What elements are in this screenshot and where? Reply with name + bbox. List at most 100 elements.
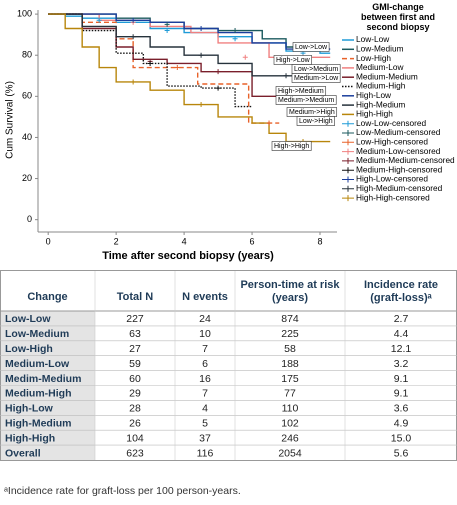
table-cell: 60	[129, 373, 141, 385]
legend-label: Low-Medium-censored	[356, 127, 441, 137]
table-cell: 104	[126, 432, 144, 444]
survival-line	[48, 13, 253, 108]
y-tick-label: 60	[22, 91, 32, 101]
annotation: High->Low	[273, 55, 312, 65]
annotation-text: High->Medium	[278, 88, 324, 95]
legend-swatch	[342, 139, 354, 146]
table-cell: 3.2	[394, 358, 409, 370]
table-cell: 16	[199, 373, 211, 385]
censor-mark	[232, 36, 238, 42]
x-tick-label: 4	[182, 236, 187, 246]
censor-mark	[130, 34, 136, 40]
table-cell: 2054	[278, 447, 302, 459]
table-cell: 623	[126, 447, 144, 459]
table-cell: 29	[129, 388, 141, 400]
table-cell: 12.1	[391, 343, 412, 355]
table-cell: 10	[199, 328, 211, 340]
annotation: High->High	[271, 141, 312, 151]
x-tick-label: 8	[318, 236, 323, 246]
table-row-label: Medim-Medium	[5, 373, 81, 385]
legend-label: Low-Medium	[356, 43, 404, 53]
annotation: Medium->Medium	[275, 95, 337, 105]
annotation: Medium->Low	[291, 73, 341, 83]
table-cell: 27	[129, 343, 141, 355]
table-cell: 2.7	[394, 313, 409, 325]
annotation-text: High->Low	[276, 57, 311, 64]
survival-line	[48, 13, 331, 143]
censor-mark	[198, 26, 204, 31]
table-cell: 7	[202, 343, 208, 355]
table-cell: 37	[199, 432, 211, 444]
table-cell: 26	[129, 418, 141, 430]
table-cell: 59	[129, 358, 141, 370]
table-cell: 15.0	[391, 432, 412, 444]
x-tick-label: 2	[114, 236, 119, 246]
censor-mark	[164, 28, 170, 34]
table-header: Change	[27, 291, 67, 303]
censor-mark	[198, 102, 204, 108]
table-cell: 102	[281, 418, 299, 430]
censor-mark	[198, 52, 204, 58]
annotation-box	[296, 116, 335, 126]
survival-line	[48, 13, 321, 77]
censor-mark	[242, 54, 248, 60]
table-cell: 9.1	[394, 388, 409, 400]
legend-swatch	[342, 130, 354, 136]
legend-label: High-Low	[356, 90, 392, 100]
table-header: Incidence rate (graft-loss)ᵃ	[364, 279, 438, 304]
annotation-box	[271, 141, 312, 151]
y-tick-label: 20	[22, 173, 32, 183]
y-axis-label: Cum Survival (%)	[5, 81, 16, 159]
annotation-box	[291, 73, 341, 83]
x-tick-label: 6	[250, 236, 255, 246]
annotation-text: Low->High	[299, 118, 333, 125]
legend-label: Medium-High	[356, 81, 406, 91]
annotation-box	[275, 95, 337, 105]
censor-mark	[96, 17, 102, 23]
annotation-text: Low->Medium	[294, 66, 338, 73]
table-cell: 188	[281, 358, 299, 370]
table-cell: 28	[129, 403, 141, 415]
table-cell: 874	[281, 313, 299, 325]
y-tick-label: 40	[22, 132, 32, 142]
table-cell: 5.6	[394, 447, 409, 459]
table-cell: 58	[284, 343, 296, 355]
table-cell: 116	[197, 447, 214, 459]
legend-swatch	[342, 167, 354, 174]
annotation-text: Medium->Medium	[278, 97, 334, 104]
censor-mark	[147, 60, 153, 66]
legend-swatch	[342, 195, 354, 202]
annotation: Medium->High	[286, 107, 338, 117]
table-row-label: Low-High	[5, 343, 53, 355]
table-row-label: High-Low	[5, 403, 54, 415]
censor-mark	[215, 69, 221, 75]
table-cell: 63	[129, 328, 141, 340]
annotation: Low->Medium	[291, 64, 341, 74]
annotation-text: Medium->High	[289, 109, 335, 116]
legend-label: High-High-censored	[356, 192, 430, 202]
table-cell: 24	[199, 313, 211, 325]
censor-mark	[283, 73, 289, 79]
legend-swatch	[342, 157, 354, 164]
table-cell: 7	[202, 388, 208, 400]
annotation-text: Medium->Low	[294, 75, 339, 82]
annotation-box	[292, 42, 330, 52]
annotation: Low->High	[296, 116, 335, 126]
legend-label: Low-High	[356, 53, 391, 63]
legend-label: Low-Low-censored	[356, 118, 426, 128]
table-cell: 77	[284, 388, 296, 400]
table-row-label: Low-Medium	[5, 328, 69, 340]
table-header: Person-time at risk (years)	[240, 279, 340, 304]
y-tick-label: 100	[17, 8, 32, 18]
annotation: Low->Low	[292, 42, 330, 52]
table-cell: 175	[281, 373, 299, 385]
annotation: High->Medium	[275, 86, 327, 96]
table-cell: 246	[281, 432, 299, 444]
table-cell: 4.4	[394, 328, 409, 340]
table-cell: 5	[202, 418, 208, 430]
table-cell: 227	[126, 313, 144, 325]
legend-swatch	[342, 148, 354, 155]
table-cell: 9.1	[394, 373, 409, 385]
annotation-text: Low->Low	[295, 44, 328, 51]
